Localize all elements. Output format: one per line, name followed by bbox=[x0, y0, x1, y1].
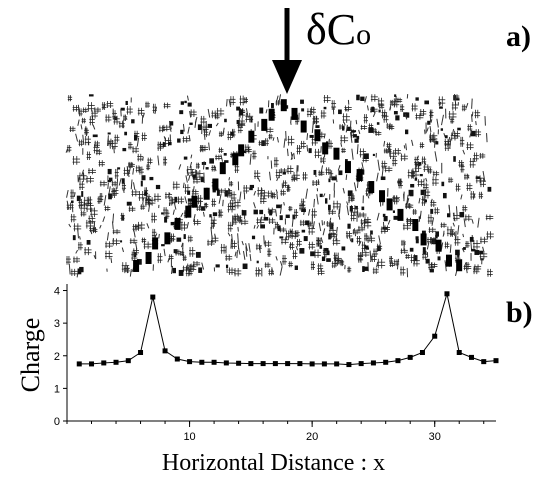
x-tick-label: 20 bbox=[306, 431, 318, 443]
data-point bbox=[334, 361, 340, 367]
data-point bbox=[199, 359, 205, 365]
data-point bbox=[297, 361, 303, 367]
data-point bbox=[211, 359, 217, 365]
panel-a-label: a) bbox=[506, 20, 531, 53]
data-point bbox=[481, 359, 487, 365]
data-point bbox=[272, 361, 278, 367]
data-point bbox=[321, 361, 327, 367]
x-tick-label: 10 bbox=[183, 431, 195, 443]
data-point bbox=[407, 354, 413, 360]
arrow-head bbox=[272, 60, 302, 94]
x-axis-label: Horizontal Distance : x bbox=[161, 450, 386, 476]
data-point bbox=[285, 361, 291, 367]
data-point bbox=[174, 356, 180, 362]
y-tick-label: 3 bbox=[54, 318, 60, 330]
data-point bbox=[76, 361, 82, 367]
y-axis-label: Charge bbox=[16, 317, 45, 393]
y-tick-label: 0 bbox=[54, 416, 60, 428]
data-point bbox=[162, 348, 168, 354]
data-point bbox=[468, 354, 474, 360]
data-point bbox=[101, 360, 107, 366]
delta-c-annotation: δCo bbox=[306, 8, 371, 57]
data-point bbox=[236, 360, 242, 366]
data-point bbox=[346, 362, 352, 368]
data-point bbox=[456, 350, 462, 355]
data-point bbox=[358, 361, 364, 367]
data-point bbox=[493, 358, 499, 364]
data-point bbox=[432, 333, 438, 339]
data-point bbox=[223, 360, 229, 366]
data-point bbox=[89, 361, 95, 367]
y-tick-label: 2 bbox=[54, 351, 60, 363]
data-point bbox=[113, 359, 119, 365]
data-point bbox=[444, 291, 450, 297]
lattice-texture bbox=[65, 93, 494, 278]
panel-b-label: b) bbox=[506, 296, 533, 329]
y-tick-label: 1 bbox=[54, 383, 60, 395]
data-point bbox=[138, 350, 144, 355]
data-point bbox=[395, 358, 401, 364]
data-point bbox=[260, 361, 266, 367]
data-point bbox=[150, 294, 156, 300]
data-point bbox=[309, 361, 315, 367]
data-point bbox=[383, 359, 389, 365]
data-point bbox=[419, 350, 425, 355]
data-point bbox=[187, 359, 193, 365]
annotation-subscript: o bbox=[356, 18, 372, 51]
data-point bbox=[125, 358, 131, 364]
y-tick-label: 4 bbox=[54, 286, 60, 298]
annotation-main: δC bbox=[306, 5, 357, 54]
x-tick-label: 30 bbox=[429, 431, 441, 443]
data-point bbox=[248, 361, 254, 367]
data-point bbox=[370, 360, 376, 366]
